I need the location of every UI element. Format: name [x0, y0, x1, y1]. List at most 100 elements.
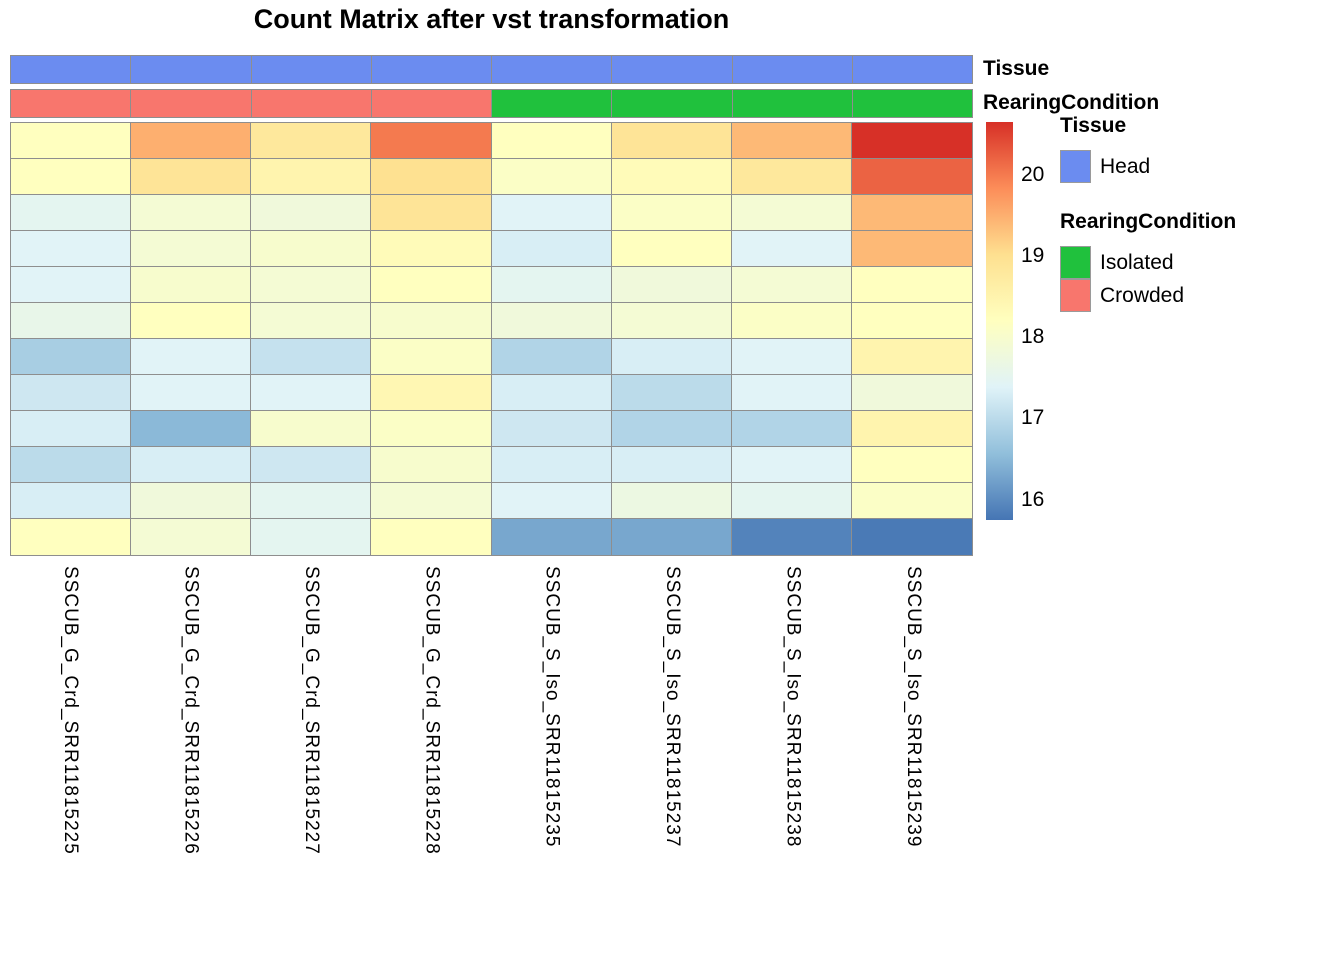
heatmap-cell [371, 303, 492, 339]
heatmap-cell [731, 303, 852, 339]
heatmap-cell [851, 339, 972, 375]
annotation-cell-rearing [492, 90, 613, 117]
heatmap-cell [131, 303, 252, 339]
heatmap-cell [251, 123, 372, 159]
column-label: SSCUB_S_Iso_SRR11815235 [541, 566, 563, 848]
heatmap-cell [251, 231, 372, 267]
chart-title: Count Matrix after vst transformation [253, 4, 730, 34]
heatmap-cell [11, 231, 132, 267]
heatmap-cell [491, 123, 612, 159]
heatmap-cell [491, 447, 612, 483]
legend-label: Crowded [1100, 283, 1185, 307]
heatmap-cell [371, 159, 492, 195]
column-label: SSCUB_S_Iso_SRR11815239 [902, 566, 924, 848]
heatmap-cell [131, 519, 252, 555]
heatmap-cell [371, 267, 492, 303]
column-label: SSCUB_G_Crd_SRR11815226 [180, 566, 202, 855]
heatmap-cell [11, 159, 132, 195]
heatmap-cell [611, 267, 732, 303]
heatmap-cell [491, 483, 612, 519]
legend-item-rearing: Crowded [1060, 279, 1236, 312]
rearing-legend-title: RearingCondition [1060, 210, 1237, 233]
column-label: SSCUB_S_Iso_SRR11815237 [662, 566, 684, 848]
heatmap-cell [491, 159, 612, 195]
annotation-cell-rearing [371, 90, 492, 117]
heatmap-cell [731, 447, 852, 483]
heatmap-cell [851, 123, 972, 159]
heatmap-cell [611, 231, 732, 267]
heatmap-cell [491, 375, 612, 411]
heatmap-cell [11, 339, 132, 375]
heatmap-cell [371, 411, 492, 447]
colorbar-tick-label: 18 [1021, 325, 1045, 349]
legend-item-rearing: Isolated [1060, 246, 1236, 279]
annotation-cell-rearing [131, 90, 252, 117]
heatmap-cell [371, 123, 492, 159]
heatmap-cell [851, 483, 972, 519]
heatmap-cell [731, 195, 852, 231]
heatmap-cell [251, 411, 372, 447]
heatmap-cell [131, 195, 252, 231]
rearing-condition-annotation-row [10, 89, 973, 118]
heatmap-cell [611, 447, 732, 483]
heatmap-cell [851, 267, 972, 303]
heatmap-cell [371, 519, 492, 555]
legend-label: Head [1100, 154, 1151, 178]
heatmap-cell [11, 375, 132, 411]
heatmap-cell [11, 447, 132, 483]
legend-swatch [1060, 279, 1091, 312]
heatmap-cell [851, 231, 972, 267]
heatmap-cell [851, 195, 972, 231]
heatmap-cell [851, 159, 972, 195]
heatmap-cell [371, 231, 492, 267]
annotation-cell-tissue [371, 56, 492, 83]
heatmap-cell [851, 519, 972, 555]
heatmap-cell [371, 483, 492, 519]
heatmap-cell [131, 267, 252, 303]
heatmap-cell [251, 303, 372, 339]
heatmap-cell [11, 483, 132, 519]
heatmap-cell [491, 195, 612, 231]
heatmap-cell [731, 123, 852, 159]
legend-item-tissue: Head [1060, 150, 1150, 183]
column-labels: SSCUB_G_Crd_SRR11815225 SSCUB_G_Crd_SRR11… [10, 566, 973, 855]
heatmap-cell [131, 411, 252, 447]
legend-swatch [1060, 150, 1091, 183]
tissue-annotation-title: Tissue [983, 57, 1050, 80]
heatmap-cell [131, 339, 252, 375]
heatmap-cell [131, 231, 252, 267]
heatmap-cell [491, 303, 612, 339]
annotation-cell-tissue [492, 56, 613, 83]
heatmap-cell [131, 483, 252, 519]
annotation-cell-tissue [732, 56, 853, 83]
heatmap-cell [251, 159, 372, 195]
colorbar-tick-label: 16 [1021, 487, 1045, 511]
heatmap-cell [491, 339, 612, 375]
annotation-cell-tissue [131, 56, 252, 83]
heatmap-cell [251, 519, 372, 555]
colorbar-tick-labels: 20 19 18 17 16 [1021, 122, 1081, 520]
heatmap-cell [11, 267, 132, 303]
heatmap-cell [731, 411, 852, 447]
heatmap-cell [491, 267, 612, 303]
heatmap-cell [251, 447, 372, 483]
heatmap-cell [491, 231, 612, 267]
heatmap-cell [11, 195, 132, 231]
heatmap-cell [11, 411, 132, 447]
heatmap-cell [371, 339, 492, 375]
heatmap-cell [131, 375, 252, 411]
rearing-condition-legend: RearingCondition Isolated Crowded [1060, 210, 1236, 312]
heatmap-cell [611, 375, 732, 411]
heatmap-cell [611, 195, 732, 231]
annotation-cell-tissue [852, 56, 972, 83]
heatmap-cell [11, 303, 132, 339]
heatmap-cell [131, 123, 252, 159]
heatmap-cell [611, 339, 732, 375]
heatmap-cell [251, 195, 372, 231]
annotation-cell-tissue [11, 56, 132, 83]
legend-label: Isolated [1100, 250, 1174, 274]
heatmap-cell [371, 447, 492, 483]
annotation-cell-tissue [251, 56, 372, 83]
heatmap-cell [611, 483, 732, 519]
annotation-cell-rearing [612, 90, 733, 117]
